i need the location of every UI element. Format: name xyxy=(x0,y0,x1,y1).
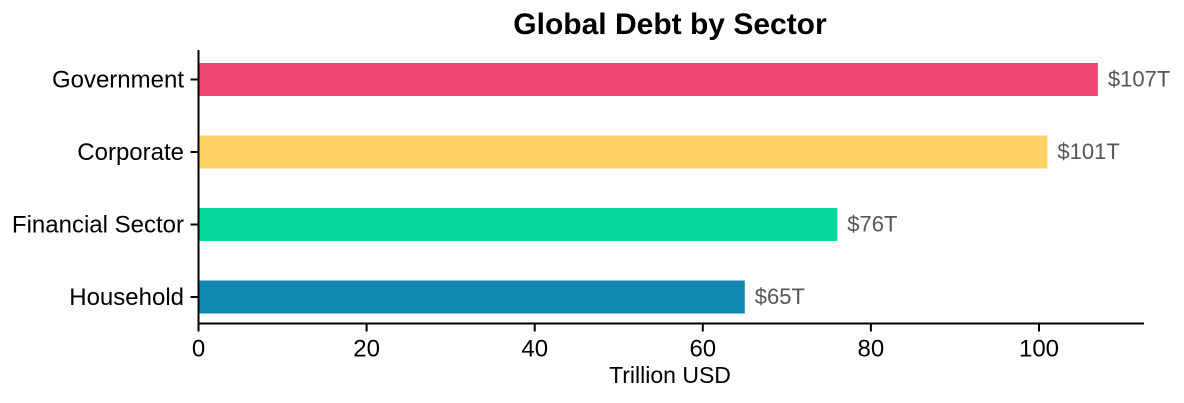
svg-text:Government: Government xyxy=(52,67,184,94)
svg-text:$107T: $107T xyxy=(1108,67,1170,92)
svg-text:Corporate: Corporate xyxy=(77,139,184,166)
svg-text:Financial Sector: Financial Sector xyxy=(12,212,184,239)
svg-text:Global Debt by Sector: Global Debt by Sector xyxy=(513,8,827,41)
svg-text:Trillion USD: Trillion USD xyxy=(609,362,731,388)
svg-text:0: 0 xyxy=(192,335,205,362)
svg-text:100: 100 xyxy=(1019,335,1059,362)
svg-text:40: 40 xyxy=(521,335,548,362)
svg-text:Household: Household xyxy=(69,284,184,311)
svg-text:60: 60 xyxy=(689,335,716,362)
svg-text:$101T: $101T xyxy=(1057,139,1119,164)
svg-text:$65T: $65T xyxy=(755,284,805,309)
svg-text:20: 20 xyxy=(353,335,380,362)
svg-text:$76T: $76T xyxy=(847,212,897,237)
svg-text:80: 80 xyxy=(858,335,885,362)
